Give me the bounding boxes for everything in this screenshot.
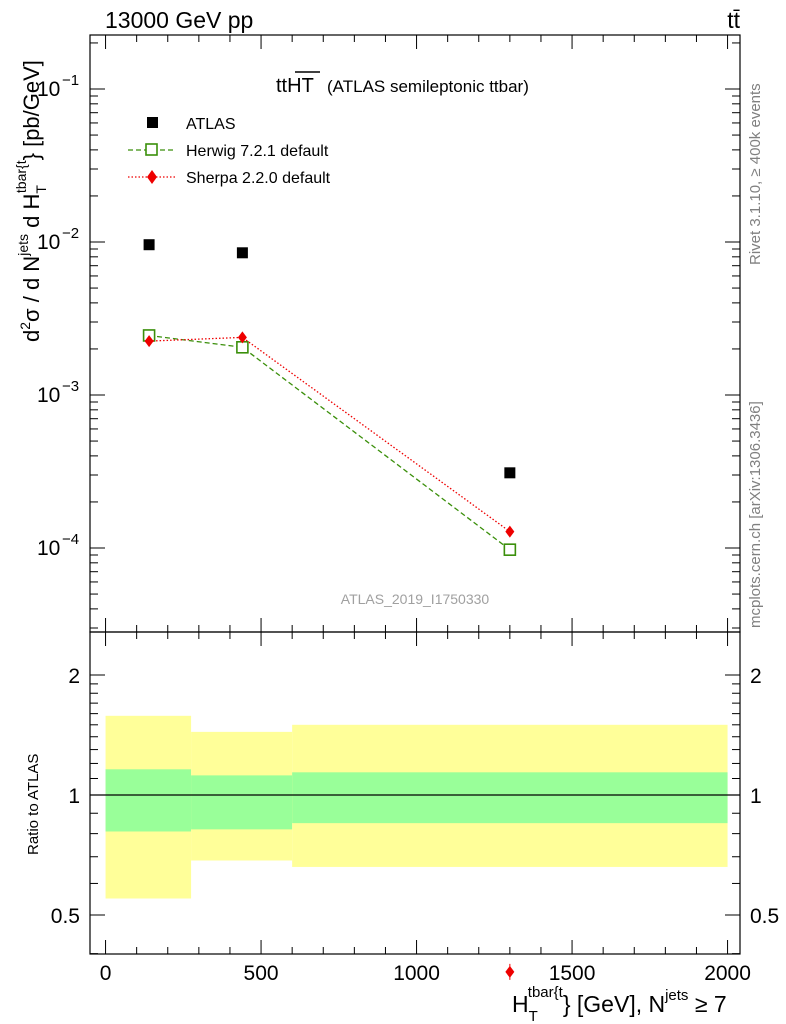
x-tick-label: 1500 [549, 962, 596, 985]
x-ticks: 0 500 1000 1500 2000 [100, 35, 751, 985]
svg-text:ttHT: ttHT [276, 75, 314, 97]
atlas-point [236, 247, 248, 259]
title-overline-part: HT [287, 75, 314, 97]
svg-text:−1: −1 [62, 72, 79, 89]
ratio-points [505, 963, 515, 980]
ratio-y-tick-label: 2 [68, 665, 80, 688]
ratio-y-tick-label: 0.5 [51, 905, 80, 928]
ratio-frame [89, 631, 741, 955]
svg-text:d2σ / d Njets d HTtbar{t} [pb/: d2σ / d Njets d HTtbar{t} [pb/GeV] [13, 60, 49, 342]
svg-text:−2: −2 [62, 225, 79, 242]
ratio-y-ticks: 0.5 0.5 1 1 2 2 [51, 665, 779, 955]
x-tick-label: 500 [244, 962, 279, 985]
header-energy: 13000 GeV pp [105, 7, 253, 33]
band-inner [191, 775, 293, 830]
title-suffix: (ATLAS semileptonic ttbar) [327, 77, 529, 96]
svg-text:−4: −4 [62, 531, 79, 548]
sherpa-point [144, 335, 154, 348]
sherpa-series [144, 331, 515, 538]
sherpa-point [505, 525, 515, 538]
y-axis-label-main: d2σ / d Njets d HTtbar{t} [pb/GeV] [13, 60, 49, 342]
x-axis-label: HTtbar{t} [GeV], Njets ≥ 7 [512, 984, 727, 1024]
header-process: tt̄ [727, 7, 740, 33]
legend-sherpa-label: Sherpa 2.2.0 default [186, 170, 331, 187]
legend-sherpa-marker [147, 170, 157, 184]
sherpa-point [237, 331, 247, 344]
sherpa-ratio-point [505, 965, 515, 978]
herwig-point [503, 543, 517, 556]
legend-atlas-marker [147, 117, 158, 128]
svg-text:HTtbar{t} [GeV], Njets ≥ 7: HTtbar{t} [GeV], Njets ≥ 7 [512, 984, 727, 1024]
herwig-point [236, 341, 249, 354]
legend: ATLAS Herwig 7.2.1 default Sherpa 2.2.0 … [128, 116, 331, 187]
herwig-line [149, 334, 511, 551]
analysis-watermark: ATLAS_2019_I1750330 [341, 591, 490, 607]
herwig-series [142, 329, 517, 556]
y-tick-label-1e-3: 10 −3 [37, 378, 79, 407]
legend-atlas-label: ATLAS [186, 116, 236, 133]
x-tick-label: 0 [100, 962, 112, 985]
svg-text:−3: −3 [62, 378, 79, 395]
band-inner [292, 772, 728, 824]
ratio-y-tick-label-right: 1 [750, 785, 762, 808]
ratio-y-tick-label-right: 0.5 [750, 905, 779, 928]
svg-text:10: 10 [37, 537, 60, 560]
ratio-y-tick-label-right: 2 [750, 665, 762, 688]
band-inner [105, 769, 192, 832]
x-tick-label: 2000 [704, 962, 751, 985]
svg-text:10: 10 [37, 78, 60, 101]
svg-text:10: 10 [37, 231, 60, 254]
y-tick-label-1e-4: 10 −4 [37, 531, 79, 560]
main-y-ticks [90, 42, 740, 629]
y-tick-label-1e-1: 10 −1 [37, 72, 79, 101]
plot-title: ttHT (ATLAS semileptonic ttbar) [276, 71, 529, 97]
ratio-y-tick-label: 1 [68, 785, 80, 808]
x-tick-label: 1000 [393, 962, 440, 985]
mcplots-label: mcplots.cern.ch [arXiv:1306.3436] [747, 401, 764, 628]
atlas-series [143, 239, 516, 479]
sherpa-line [149, 336, 511, 533]
legend-herwig-label: Herwig 7.2.1 default [186, 143, 329, 160]
atlas-point [504, 467, 516, 479]
ratio-bands [105, 715, 728, 899]
atlas-point [143, 239, 155, 251]
svg-text:10: 10 [37, 384, 60, 407]
y-axis-label-ratio: Ratio to ATLAS [25, 754, 42, 855]
rivet-label: Rivet 3.1.10, ≥ 400k events [747, 83, 764, 265]
legend-herwig-marker [145, 143, 158, 156]
y-tick-label-1e-2: 10 −2 [37, 225, 79, 254]
